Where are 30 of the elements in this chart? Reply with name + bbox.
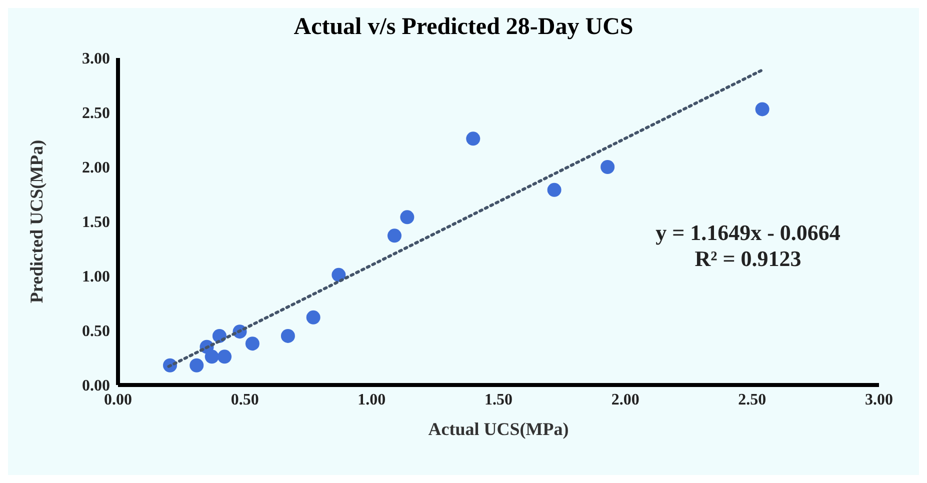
x-axis-title: Actual UCS(MPa) bbox=[428, 419, 569, 439]
y-tick-label: 0.50 bbox=[82, 323, 110, 340]
y-tick-label: 2.00 bbox=[82, 160, 110, 177]
annotation: R² = 0.9123 bbox=[694, 246, 802, 272]
x-tick-label: 2.00 bbox=[611, 391, 640, 408]
x-tick-label: 3.00 bbox=[865, 391, 893, 408]
x-tick-label: 1.50 bbox=[484, 391, 512, 408]
x-tick-label: 2.50 bbox=[738, 391, 766, 408]
annotation: y = 1.1649x - 0.0664 bbox=[654, 220, 842, 246]
y-tick-label: 3.00 bbox=[82, 50, 110, 68]
point bbox=[547, 182, 562, 197]
point bbox=[306, 310, 320, 324]
point bbox=[332, 268, 346, 282]
point bbox=[387, 228, 402, 243]
point bbox=[218, 350, 232, 364]
point bbox=[600, 160, 615, 174]
point bbox=[400, 210, 414, 224]
y-axis-title: Predicted UCS(MPa) bbox=[26, 140, 46, 304]
y-tick-label: 1.50 bbox=[82, 214, 110, 232]
x-tick-label: 0.50 bbox=[230, 391, 259, 408]
y-tick-label: 2.50 bbox=[82, 105, 110, 122]
point bbox=[755, 102, 770, 116]
point bbox=[280, 328, 295, 343]
chart-title: Actual v/s Predicted 28-Day UCS bbox=[292, 14, 634, 41]
point bbox=[204, 350, 219, 364]
point bbox=[245, 336, 260, 351]
point bbox=[190, 358, 204, 372]
point bbox=[466, 132, 480, 146]
y-tick-label: 1.00 bbox=[82, 268, 110, 286]
x-tick-label: 1.00 bbox=[358, 391, 386, 408]
